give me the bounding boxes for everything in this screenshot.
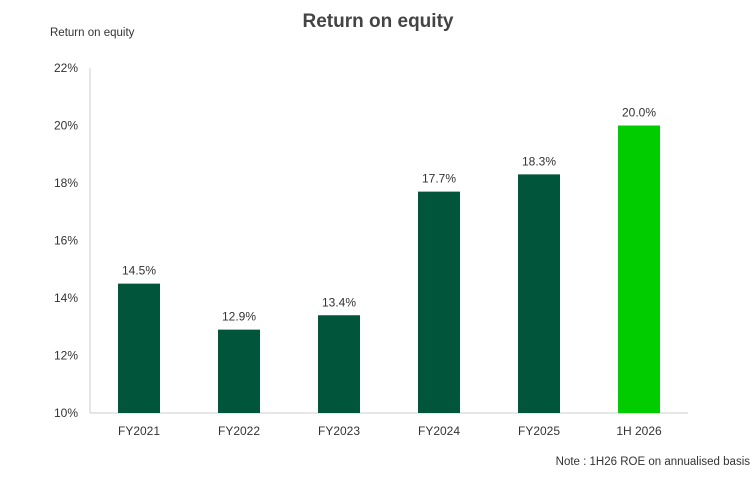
y-tick-label: 20% <box>54 119 78 133</box>
footnote: Note : 1H26 ROE on annualised basis <box>555 456 750 468</box>
y-tick-label: 10% <box>54 406 78 420</box>
y-tick-label: 12% <box>54 349 78 363</box>
x-axis-ticks: FY2021 FY2022 FY2023 FY2024 FY2025 1H 2026 <box>118 424 662 438</box>
bar <box>418 191 460 413</box>
bar <box>118 283 160 413</box>
y-axis-label: Return on equity <box>50 27 135 39</box>
x-tick-label: FY2021 <box>118 424 160 438</box>
data-label: 14.5% <box>122 264 156 278</box>
data-labels: 14.5% 12.9% 13.4% 17.7% 18.3% 20.0% <box>122 106 656 324</box>
chart-title: Return on equity <box>302 11 454 32</box>
y-tick-label: 18% <box>54 176 78 190</box>
chart-axes <box>89 68 688 414</box>
bars <box>118 125 660 413</box>
y-tick-label: 16% <box>54 234 78 248</box>
y-tick-label: 22% <box>54 61 78 75</box>
x-tick-label: FY2023 <box>318 424 360 438</box>
data-label: 20.0% <box>622 106 656 120</box>
x-tick-label: FY2025 <box>518 424 560 438</box>
x-tick-label: FY2022 <box>218 424 260 438</box>
x-tick-label: 1H 2026 <box>616 424 662 438</box>
data-label: 18.3% <box>522 154 556 168</box>
bar <box>618 125 660 413</box>
data-label: 13.4% <box>322 295 356 309</box>
bar <box>518 174 560 413</box>
data-label: 17.7% <box>422 172 456 186</box>
bar <box>218 329 260 413</box>
bar <box>318 315 360 413</box>
y-axis-ticks: 10% 12% 14% 16% 18% 20% 22% <box>54 61 78 420</box>
x-tick-label: FY2024 <box>418 424 460 438</box>
y-tick-label: 14% <box>54 291 78 305</box>
data-label: 12.9% <box>222 310 256 324</box>
